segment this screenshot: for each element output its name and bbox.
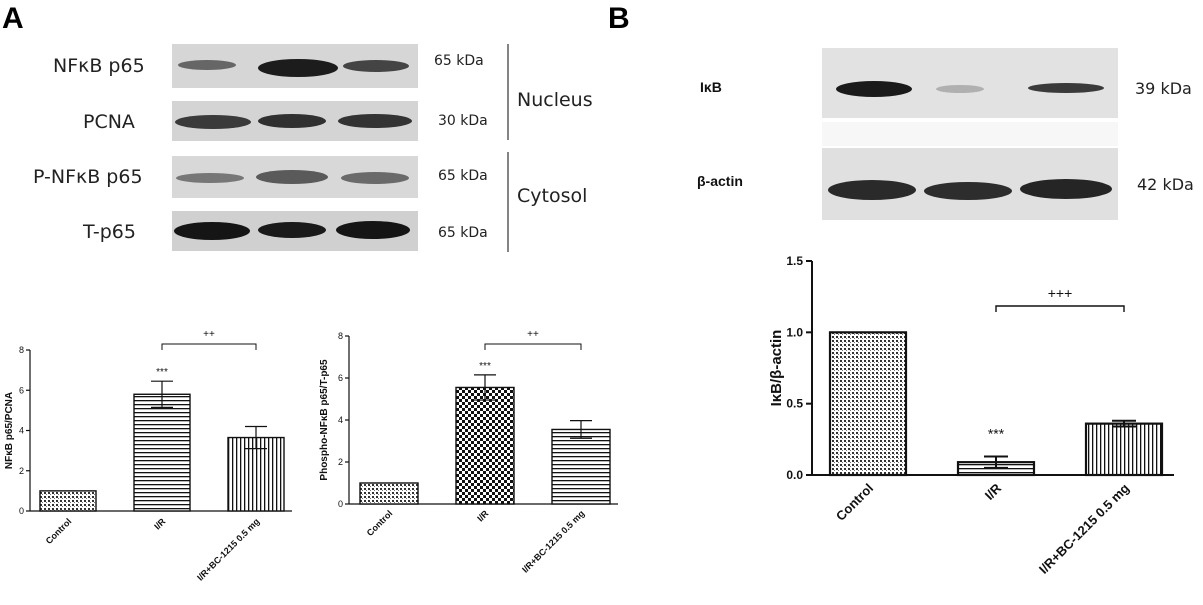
blot-band [924, 182, 1012, 200]
blot-band [176, 173, 244, 183]
significance-star: *** [156, 367, 168, 378]
significance-star: *** [479, 361, 491, 372]
panel-a-blots: NFκB p65 65 kDa PCNA 30 kDa P-NFκB p65 6… [33, 44, 593, 252]
blot-band [336, 221, 410, 239]
x-category-label: Control [44, 516, 74, 546]
blot-label: P-NFκB p65 [33, 166, 143, 188]
region-nucleus: Nucleus [517, 89, 593, 111]
y-tick-label: 8 [338, 331, 343, 341]
y-tick-label: 0.5 [786, 397, 803, 411]
blot-kda: 42 kDa [1137, 175, 1194, 194]
blot-label: NFκB p65 [53, 55, 145, 77]
blot-label: PCNA [83, 111, 135, 133]
y-tick-label: 0.0 [786, 468, 803, 482]
blot-row-beta-actin: β-actin 42 kDa [697, 148, 1194, 220]
panel-b-letter: B [608, 2, 630, 35]
significance-label: ++ [203, 329, 215, 340]
significance-bracket [995, 305, 1125, 312]
panel-a-letter: A [2, 2, 24, 35]
bar [133, 393, 191, 512]
x-category-label: Control [833, 481, 876, 524]
panel-b-blots: IκB 39 kDa β-actin 42 kDa [697, 48, 1194, 220]
blot-band [178, 60, 236, 70]
y-tick-label: 0 [19, 506, 24, 516]
blot-row-pcna: PCNA 30 kDa [83, 101, 488, 141]
y-axis-label: IκB/β-actin [768, 330, 785, 407]
y-tick-label: 6 [338, 373, 343, 383]
y-tick-label: 1.0 [786, 325, 803, 339]
blot-band [836, 81, 912, 97]
x-category-label: I/R [982, 480, 1005, 503]
bar [39, 490, 97, 512]
significance-bracket [161, 343, 257, 350]
blot-label: T-p65 [82, 221, 136, 243]
blot-band [1020, 179, 1112, 199]
blot-band [258, 114, 326, 128]
blot-kda: 39 kDa [1135, 79, 1192, 98]
blot-band [175, 115, 251, 129]
y-tick-label: 8 [19, 345, 24, 355]
blot-row-nfkb-p65: NFκB p65 65 kDa [53, 44, 484, 88]
y-tick-label: 0 [338, 499, 343, 509]
blot-kda: 30 kDa [438, 113, 488, 129]
blot-band [1028, 83, 1104, 93]
significance-star: *** [988, 425, 1005, 441]
blot-band [258, 222, 326, 238]
significance-label: ++ [527, 329, 539, 340]
blot-band [936, 85, 984, 93]
significance-label: +++ [1048, 285, 1073, 301]
region-cytosol: Cytosol [517, 185, 587, 207]
blot-band [256, 170, 328, 184]
blot-band [258, 59, 338, 77]
x-category-label: Control [365, 508, 395, 538]
blot-row-p-nfkb-p65: P-NFκB p65 65 kDa [33, 156, 488, 198]
blot-band [343, 60, 409, 72]
blot-label: IκB [700, 79, 722, 95]
bar [455, 386, 515, 505]
blot-band [174, 222, 250, 240]
bar [359, 482, 419, 505]
blot-band [338, 114, 412, 128]
x-category-label: I/R [475, 508, 491, 524]
blot-band [828, 180, 916, 200]
y-tick-label: 4 [338, 415, 343, 425]
blot-label: β-actin [697, 173, 743, 189]
blot-kda: 65 kDa [434, 53, 484, 69]
chart-nfkb-p65-pcna: 0 2 4 6 8 NFκB p65/PCNA Control I/R I/R+BC-1215 … [4, 329, 292, 583]
bar [1084, 422, 1164, 477]
significance-bracket [484, 343, 582, 350]
x-category-label: I/R+BC-1215 0.5 mg [520, 508, 586, 574]
x-category-label: I/R [152, 516, 168, 532]
y-tick-label: 2 [19, 466, 24, 476]
y-axis-label: Phospho-NFκB p65/T-p65 [319, 359, 330, 481]
y-tick-label: 6 [19, 385, 24, 395]
blot-row-t-p65: T-p65 65 kDa [82, 211, 488, 251]
bar [227, 436, 285, 512]
x-category-label: I/R+BC-1215 0.5 mg [195, 516, 261, 582]
x-category-label: I/R+BC-1215 0.5 mg [1036, 480, 1132, 576]
y-tick-label: 4 [19, 426, 24, 436]
blot-kda: 65 kDa [438, 168, 488, 184]
chart-ikb-beta-actin: 0.0 0.5 1.0 1.5 IκB/β-actin Control I/R I/R+BC-… [768, 254, 1174, 577]
blot-gap [822, 122, 1118, 146]
blot-kda: 65 kDa [438, 225, 488, 241]
bar [551, 428, 611, 505]
chart-phospho-nfkb-tp65: 0 2 4 6 8 Phospho-NFκB p65/T-p65 Control I/R I/R… [319, 329, 618, 575]
blot-band [341, 172, 409, 184]
blot-row-ikb: IκB 39 kDa [700, 48, 1192, 118]
y-axis-label: NFκB p65/PCNA [4, 392, 15, 469]
bar [828, 331, 908, 477]
y-tick-label: 1.5 [786, 254, 803, 268]
y-tick-label: 2 [338, 457, 343, 467]
